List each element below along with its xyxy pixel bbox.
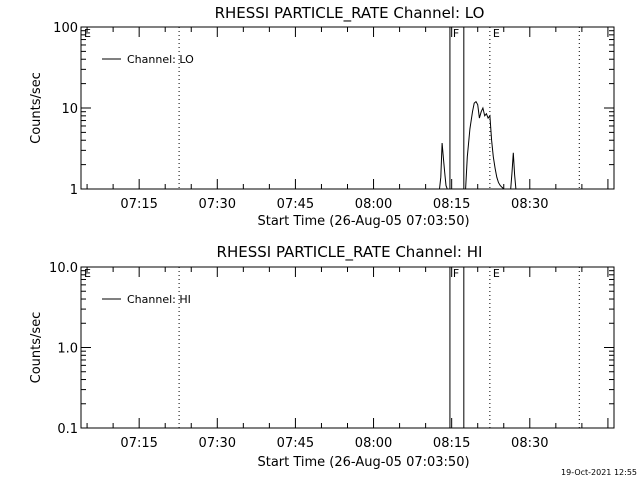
y-tick-label: 100 bbox=[53, 21, 78, 36]
legend-label: Channel: LO bbox=[127, 53, 194, 66]
x-tick-label: 08:00 bbox=[355, 436, 392, 451]
y-tick-label: 10 bbox=[61, 102, 78, 117]
chart-title: RHESSI PARTICLE_RATE Channel: HI bbox=[217, 243, 483, 262]
legend-label: Channel: HI bbox=[127, 293, 191, 306]
flag-label: E bbox=[84, 27, 91, 40]
plot-frame bbox=[80, 26, 615, 190]
chart-title: RHESSI PARTICLE_RATE Channel: LO bbox=[215, 4, 485, 23]
x-tick-label: 07:15 bbox=[120, 197, 157, 212]
x-tick-label: 07:15 bbox=[120, 436, 157, 451]
x-tick-label: 08:15 bbox=[433, 436, 470, 451]
flag-label: F bbox=[453, 27, 459, 40]
x-axis-label: Start Time (26-Aug-05 07:03:50) bbox=[257, 214, 469, 229]
x-tick-label: 08:15 bbox=[433, 197, 470, 212]
x-tick-label: 07:45 bbox=[277, 197, 314, 212]
x-tick-label: 08:30 bbox=[511, 436, 548, 451]
chart-panel-2: RHESSI PARTICLE_RATE Channel: HI Counts/s… bbox=[29, 243, 615, 470]
x-tick-label: 07:45 bbox=[277, 436, 314, 451]
flag-label: F bbox=[453, 267, 459, 280]
x-tick-label: 07:30 bbox=[199, 197, 236, 212]
x-tick-label: 08:30 bbox=[511, 197, 548, 212]
x-tick-label: 07:30 bbox=[199, 436, 236, 451]
y-axis-label: Counts/sec bbox=[29, 312, 44, 384]
plot-frame bbox=[80, 266, 615, 429]
y-tick-label: 1.0 bbox=[57, 342, 78, 357]
series-line bbox=[439, 142, 448, 190]
y-tick-label: 0.1 bbox=[57, 422, 78, 437]
flag-label: E bbox=[84, 267, 91, 280]
series-line bbox=[510, 152, 517, 190]
chart-panel-1: RHESSI PARTICLE_RATE Channel: LO Counts/s… bbox=[29, 4, 615, 229]
timestamp: 19-Oct-2021 12:55 bbox=[561, 468, 637, 477]
flag-label: E bbox=[493, 27, 500, 40]
x-axis-label: Start Time (26-Aug-05 07:03:50) bbox=[257, 455, 469, 470]
y-tick-label: 10.0 bbox=[49, 261, 78, 276]
x-tick-label: 08:00 bbox=[355, 197, 392, 212]
y-tick-label: 1 bbox=[70, 183, 78, 198]
flag-label: E bbox=[493, 267, 500, 280]
y-axis-label: Counts/sec bbox=[29, 72, 44, 144]
series-line bbox=[465, 100, 505, 190]
